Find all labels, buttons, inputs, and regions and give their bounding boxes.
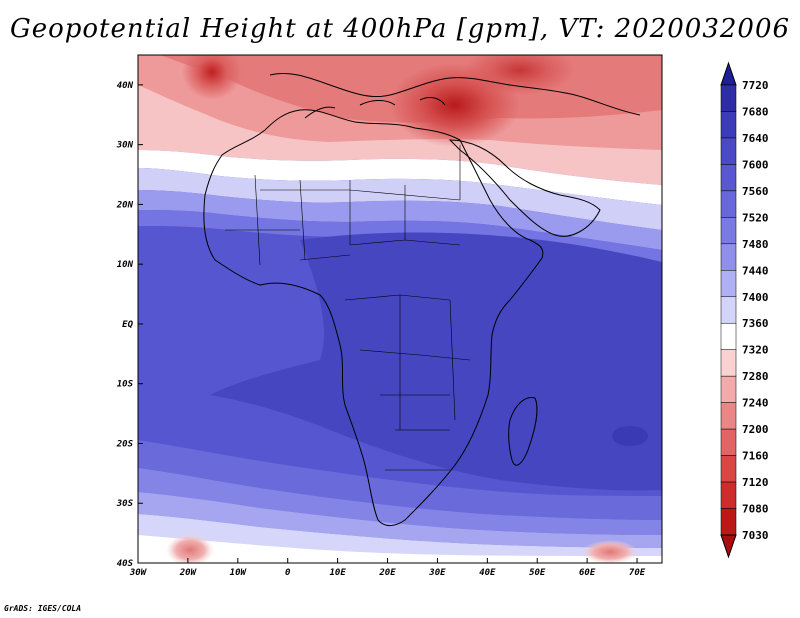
- colorbar-label: 7280: [742, 370, 769, 383]
- x-tick-label: 30E: [428, 568, 446, 578]
- y-tick-label: 20N: [116, 200, 134, 210]
- colorbar-segment: [720, 164, 737, 192]
- colorbar-label: 7240: [742, 397, 769, 410]
- colorbar-label: 7480: [742, 238, 769, 251]
- colorbar-label: 7400: [742, 291, 769, 304]
- colorbar-segment: [720, 402, 737, 430]
- map-title: Geopotential Height at 400hPa [gpm], VT:…: [9, 14, 791, 44]
- x-tick-label: 10E: [329, 568, 346, 578]
- colorbar-segment: [720, 481, 737, 509]
- colorbar-label: 7160: [742, 450, 769, 463]
- colorbar-segment: [720, 137, 737, 165]
- colorbar-label: 7440: [742, 264, 769, 277]
- colorbar-label: 7360: [742, 317, 769, 330]
- colorbar-segment: [720, 508, 737, 536]
- y-tick-label: 40N: [117, 81, 134, 91]
- y-tick-label: 30N: [116, 141, 134, 151]
- y-tick-label: 10N: [117, 260, 134, 270]
- colorbar-label: 7520: [742, 211, 769, 224]
- colorbar-top-arrow: [720, 61, 737, 86]
- colorbar-segment: [720, 84, 737, 112]
- colorbar-label: 7200: [742, 423, 769, 436]
- colorbar-segment: [720, 455, 737, 483]
- colorbar-segment: [720, 111, 737, 139]
- x-tick-label: 30W: [129, 568, 148, 578]
- y-tick-label: 40S: [117, 559, 134, 569]
- colorbar: 7720 7680 7640 7600 7560 7520 7480 7440 7400 7360…: [720, 61, 769, 559]
- colorbar-label: 7030: [742, 529, 769, 542]
- colorbar-segment: [720, 349, 737, 377]
- colorbar-label: 7640: [742, 132, 769, 145]
- x-tick-label: 0: [285, 568, 291, 578]
- coastlines: [203, 72, 641, 527]
- madagascar-coastline: [508, 396, 538, 466]
- colorbar-segment: [720, 190, 737, 218]
- colorbar-segment: [720, 322, 737, 350]
- x-tick-label: 60E: [579, 568, 596, 578]
- plot-frame: [137, 54, 663, 564]
- colorbar-label: 7560: [742, 185, 769, 198]
- colorbar-label: 7320: [742, 344, 769, 357]
- x-tick-label: 70E: [629, 568, 646, 578]
- colorbar-segment: [720, 375, 737, 403]
- africa-coastline: [203, 109, 544, 527]
- colorbar-label: 7720: [742, 79, 769, 92]
- europe-coastline: [269, 72, 641, 116]
- colorbar-label: 7080: [742, 503, 769, 516]
- credit-text: GrADS: IGES/COLA: [4, 604, 82, 613]
- x-tick-label: 20W: [179, 568, 198, 578]
- colorbar-segment: [720, 296, 737, 324]
- y-tick-label: 10S: [117, 380, 134, 390]
- y-tick-label: 20S: [116, 439, 134, 449]
- y-tick-label: EQ: [122, 320, 133, 330]
- colorbar-label: 7680: [742, 105, 769, 118]
- colorbar-segment: [720, 428, 737, 456]
- colorbar-label: 7120: [742, 476, 769, 489]
- colorbar-bottom-arrow: [720, 534, 737, 559]
- mediterranean-islands: [304, 97, 446, 119]
- y-tick-label: 30S: [116, 499, 134, 509]
- x-tick-label: 50E: [529, 568, 546, 578]
- x-tick-label: 20E: [378, 568, 396, 578]
- colorbar-segment: [720, 270, 737, 298]
- colorbar-segment: [720, 217, 737, 245]
- arabia-coastline: [448, 139, 601, 237]
- x-tick-label: 10W: [230, 568, 248, 578]
- axis-ticks: 30W 20W 10W 0 10E 20E 30E 40E 50E 60E 70E 40N 30N 20N…: [116, 81, 646, 578]
- colorbar-label: 7600: [742, 158, 769, 171]
- colorbar-segment: [720, 243, 737, 271]
- x-tick-label: 40E: [479, 568, 496, 578]
- country-borders: [225, 145, 471, 471]
